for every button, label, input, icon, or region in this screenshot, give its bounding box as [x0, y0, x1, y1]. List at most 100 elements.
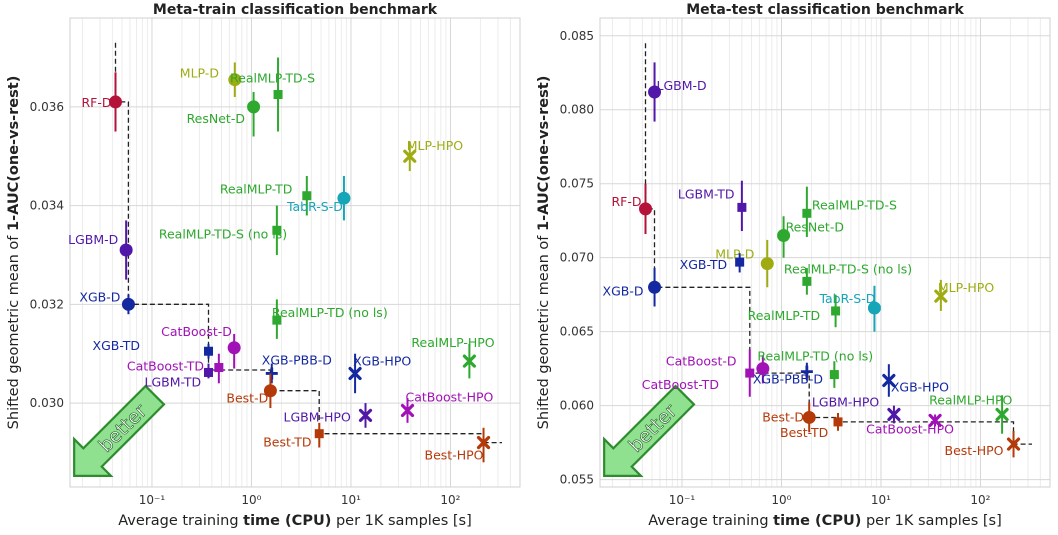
train-y-tick-label: 0.036	[30, 100, 64, 114]
test-label-xgb-d: XGB-D	[603, 283, 644, 298]
test-label-realmlp-td: RealMLP-TD	[748, 308, 821, 323]
train-marker-lgbm-d	[120, 244, 133, 257]
test-point-rf-d: RF-D	[612, 184, 653, 234]
train-label-realmlp-td-s-no-ls: RealMLP-TD-S (no ls)	[159, 226, 287, 241]
test-marker-mlp-d	[761, 257, 774, 270]
train-point-realmlp-td-s-no-ls: RealMLP-TD-S (no ls)	[159, 206, 287, 255]
train-label-xgb-d: XGB-D	[79, 289, 120, 304]
train-label-catboost-d: CatBoost-D	[161, 324, 232, 339]
train-label-rf-d: RF-D	[82, 95, 112, 110]
train-y-tick-label: 0.034	[30, 199, 64, 213]
test-chart-title: Meta-test classification benchmark	[686, 2, 964, 18]
test-y-tick-label: 0.065	[560, 325, 594, 339]
test-point-lgbm-hpo: LGBM-HPO	[812, 395, 899, 424]
train-point-xgb-d: XGB-D	[79, 289, 135, 314]
test-label-catboost-td: CatBoost-TD	[642, 377, 719, 392]
train-label-xgb-pbb-d: XGB-PBB-D	[262, 352, 332, 367]
test-x-axis-label-part: per 1K samples [s]	[861, 513, 1001, 529]
train-x-tick-label: 10⁰	[241, 493, 261, 507]
test-y-tick-label: 0.080	[560, 103, 594, 117]
train-marker-xgb-pbb-d	[266, 367, 278, 379]
train-label-mlp-d: MLP-D	[180, 66, 219, 81]
test-label-realmlp-td-s-no-ls: RealMLP-TD-S (no ls)	[784, 261, 912, 276]
train-point-best-hpo: Best-HPO	[425, 428, 489, 463]
test-marker-realmlp-td-no-ls	[830, 370, 839, 379]
train-label-tabr-s-d: TabR-S-D	[286, 199, 343, 214]
train-x-tick-label: 10⁻¹	[139, 493, 166, 507]
train-point-mlp-hpo: MLP-HPO	[405, 138, 463, 171]
meta-test-panel: 10⁻¹ 10⁰ 10¹ 10² 0.055 0.060 0.065 0.070 0.075 0.…	[536, 2, 1050, 529]
test-y-axis-label: Shifted geometric mean of 1-AUC(one-vs-r…	[536, 76, 552, 430]
train-marker-realmlp-td-s	[274, 90, 283, 99]
test-marker-xgb-td	[735, 258, 744, 267]
test-label-rf-d: RF-D	[612, 194, 642, 209]
test-label-realmlp-td-no-ls: RealMLP-TD (no ls)	[757, 349, 873, 364]
test-x-tick-label: 10⁰	[771, 493, 791, 507]
train-better-arrow: better	[56, 377, 173, 494]
test-y-axis-label-bold: 1-AUC(one-vs-rest)	[536, 76, 552, 231]
test-x-axis-label: Average training time (CPU) per 1K sampl…	[648, 513, 1002, 529]
train-label-xgb-td: XGB-TD	[93, 338, 140, 353]
test-marker-best-td	[834, 417, 843, 426]
train-label-resnet-d: ResNet-D	[187, 111, 245, 126]
train-y-axis-label-part: Shifted geometric mean of	[6, 231, 22, 429]
test-y-tick-label: 0.085	[560, 29, 594, 43]
test-label-mlp-hpo: MLP-HPO	[938, 280, 994, 295]
train-label-realmlp-td-no-ls: RealMLP-TD (no ls)	[272, 305, 388, 320]
train-marker-lgbm-td	[204, 368, 213, 377]
test-y-tick-label: 0.070	[560, 251, 594, 265]
train-chart-title: Meta-train classification benchmark	[153, 2, 438, 18]
test-marker-realmlp-td-s	[802, 209, 811, 218]
train-marker-xgb-td	[204, 347, 213, 356]
test-marker-lgbm-td	[737, 203, 746, 212]
train-label-xgb-hpo: XGB-HPO	[353, 353, 411, 368]
train-y-tick-label: 0.030	[30, 396, 64, 410]
test-label-best-d: Best-D	[762, 409, 804, 424]
test-label-realmlp-hpo: RealMLP-HPO	[929, 393, 1012, 408]
train-label-realmlp-hpo: RealMLP-HPO	[411, 335, 494, 350]
test-label-catboost-d: CatBoost-D	[666, 354, 737, 369]
test-y-tick-label: 0.075	[560, 177, 594, 191]
train-x-tick-label: 10¹	[341, 493, 361, 507]
test-label-resnet-d: ResNet-D	[786, 219, 844, 234]
test-better-arrow: better	[586, 377, 703, 494]
train-marker-resnet-d	[247, 100, 260, 113]
train-x-axis-label: Average training time (CPU) per 1K sampl…	[118, 513, 472, 529]
train-point-catboost-hpo: CatBoost-HPO	[402, 389, 493, 422]
test-label-lgbm-td: LGBM-TD	[678, 186, 735, 201]
train-label-catboost-hpo: CatBoost-HPO	[405, 389, 493, 404]
train-label-lgbm-td: LGBM-TD	[145, 374, 202, 389]
train-label-best-hpo: Best-HPO	[425, 448, 484, 463]
test-marker-realmlp-td	[831, 306, 840, 315]
test-point-realmlp-td-s-no-ls: RealMLP-TD-S (no ls)	[784, 261, 912, 294]
test-marker-best-d	[803, 411, 816, 424]
test-label-lgbm-d: LGBM-D	[657, 78, 707, 93]
test-marker-xgb-d	[648, 281, 661, 294]
test-x-tick-label: 10⁻¹	[669, 493, 696, 507]
test-label-catboost-hpo: CatBoost-HPO	[866, 421, 954, 436]
train-x-axis-label-bold: time (CPU)	[243, 513, 331, 529]
train-point-realmlp-hpo: RealMLP-HPO	[411, 335, 494, 378]
train-label-lgbm-d: LGBM-D	[68, 232, 118, 247]
test-label-tabr-s-d: TabR-S-D	[818, 291, 875, 306]
test-y-tick-label: 0.060	[560, 399, 594, 413]
train-point-resnet-d: ResNet-D	[187, 92, 261, 136]
train-y-tick-label: 0.032	[30, 297, 64, 311]
test-label-lgbm-hpo: LGBM-HPO	[812, 395, 879, 410]
train-label-lgbm-hpo: LGBM-HPO	[284, 409, 351, 424]
test-x-tick-label: 10¹	[871, 493, 891, 507]
train-marker-catboost-td	[214, 363, 223, 372]
train-y-axis-label: Shifted geometric mean of 1-AUC(one-vs-r…	[6, 76, 22, 430]
train-point-xgb-td: XGB-TD	[93, 338, 214, 358]
train-point-tabr-s-d: TabR-S-D	[286, 176, 351, 220]
train-y-axis-label-bold: 1-AUC(one-vs-rest)	[6, 76, 22, 231]
train-x-tick-label: 10²	[440, 493, 460, 507]
test-point-resnet-d: ResNet-D	[777, 216, 844, 257]
train-point-lgbm-hpo: LGBM-HPO	[284, 403, 371, 428]
test-x-tick-label: 10²	[970, 493, 990, 507]
meta-train-panel: 10⁻¹ 10⁰ 10¹ 10² 0.030 0.032 0.034 0.036 Meta-tr…	[6, 2, 520, 529]
train-marker-catboost-d	[228, 341, 241, 354]
train-label-best-d: Best-D	[226, 391, 268, 406]
train-point-realmlp-td-no-ls: RealMLP-TD (no ls)	[272, 299, 388, 338]
